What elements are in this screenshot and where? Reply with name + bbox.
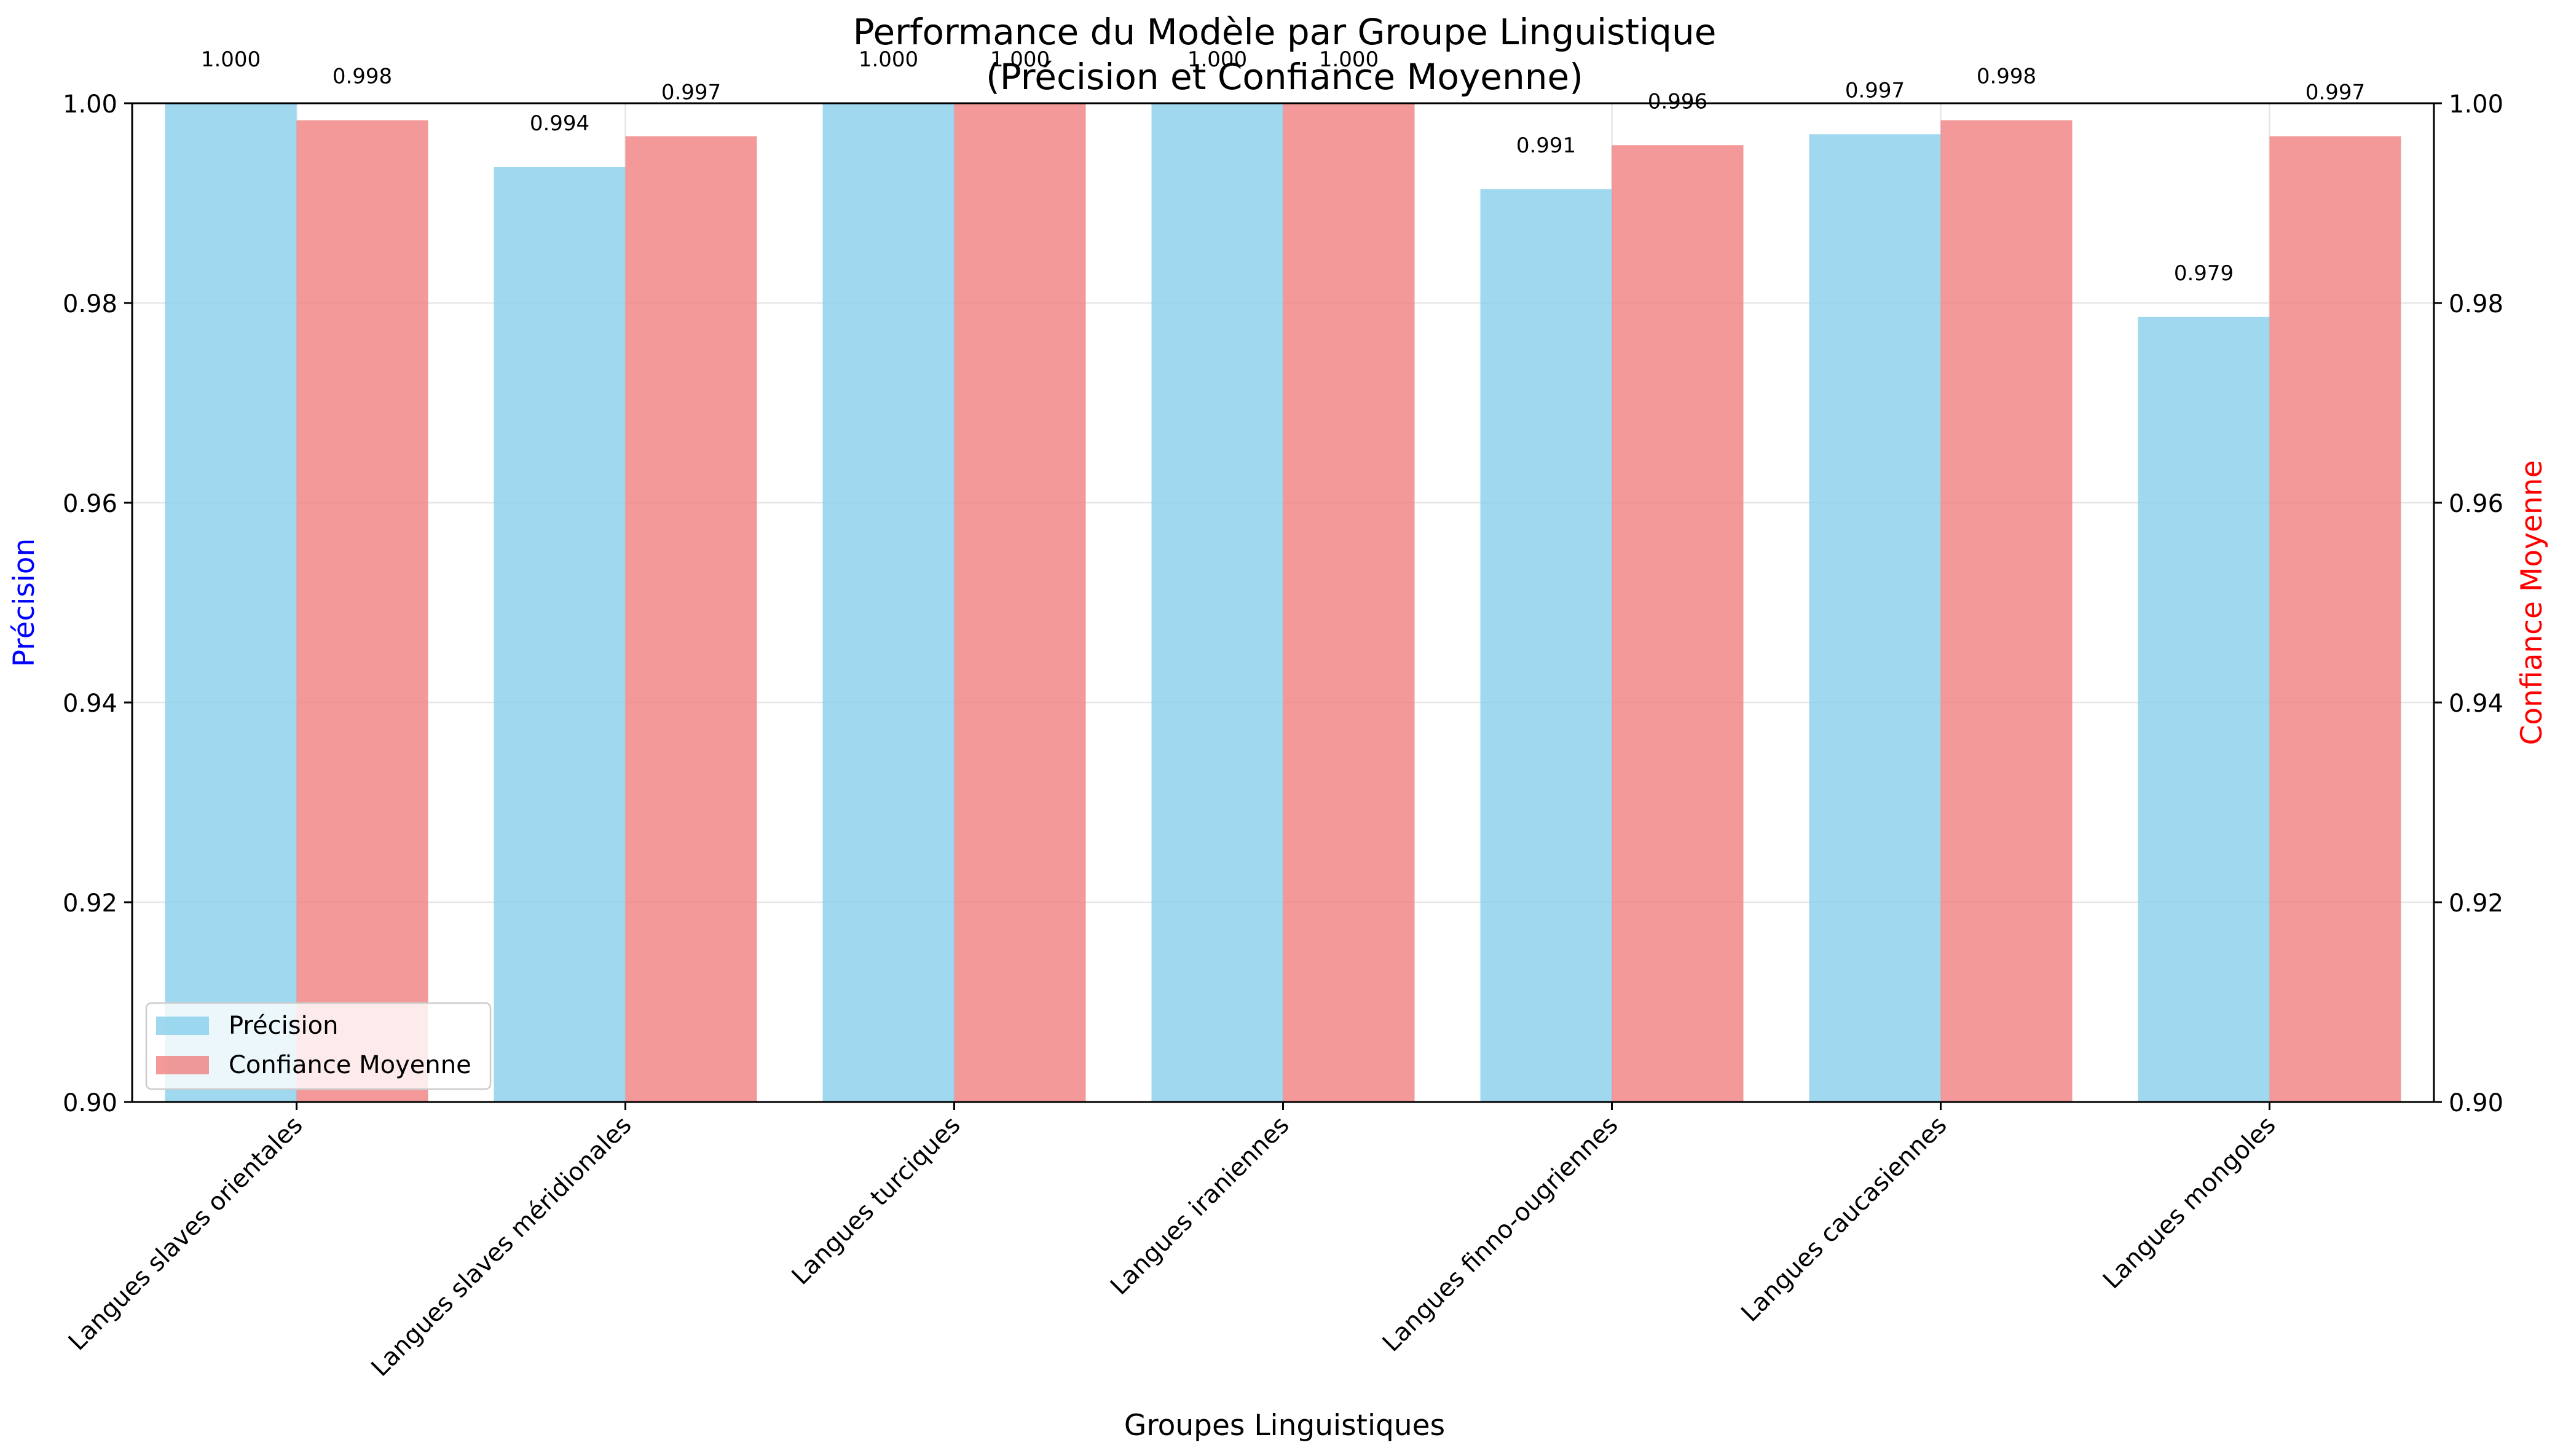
- bar-confidence: [954, 103, 1086, 1102]
- y-tick-label-left: 0.96: [63, 490, 117, 518]
- legend-label-confidence: Confiance Moyenne: [229, 1051, 471, 1079]
- bar-precision: [1480, 189, 1612, 1102]
- x-tick-label: Langues iraniennes: [1105, 1111, 1295, 1301]
- value-label-confidence: 0.997: [2305, 81, 2365, 105]
- x-tick-label: Langues finno-ougriennes: [1377, 1111, 1624, 1358]
- bar-confidence: [1612, 145, 1744, 1102]
- y-tick-label-left: 0.98: [63, 290, 117, 318]
- legend-frame: [145, 1002, 492, 1090]
- bar-confidence: [1940, 120, 2073, 1102]
- chart-title-line1: Performance du Modèle par Groupe Linguis…: [853, 11, 1717, 53]
- value-label-precision: 1.000: [201, 47, 261, 72]
- value-label-confidence: 1.000: [1319, 47, 1379, 72]
- bar-confidence: [625, 136, 757, 1102]
- y-axis-label-right: Confiance Moyenne: [2515, 460, 2549, 746]
- bar-precision: [2138, 317, 2270, 1102]
- bar-confidence: [2269, 136, 2401, 1102]
- y-tick-label-right: 0.96: [2449, 490, 2503, 518]
- bar-precision: [494, 167, 626, 1102]
- y-ticks-left: 0.90 0.92 0.94 0.96 0.98 1.00: [63, 90, 132, 1117]
- bar-confidence: [1283, 103, 1415, 1102]
- x-tick-label: Langues caucasiennes: [1736, 1111, 1952, 1328]
- y-tick-label-right: 0.92: [2449, 889, 2503, 918]
- value-label-precision: 1.000: [859, 47, 918, 72]
- y-ticks-right: 0.90 0.92 0.94 0.96 0.98 1.00: [2434, 90, 2503, 1117]
- x-ticks: Langues slaves orientales Langues slaves …: [63, 1102, 2282, 1382]
- bar-precision: [822, 103, 955, 1102]
- x-tick-label: Langues slaves orientales: [63, 1111, 309, 1356]
- value-label-precision: 0.997: [1845, 78, 1905, 103]
- y-tick-label-right: 0.90: [2449, 1089, 2503, 1117]
- value-label-precision: 1.000: [1187, 47, 1247, 72]
- value-label-confidence: 0.998: [333, 65, 392, 89]
- y-tick-label-left: 1.00: [63, 90, 117, 119]
- legend-label-precision: Précision: [229, 1012, 338, 1040]
- x-axis-label: Groupes Linguistiques: [1124, 1409, 1445, 1442]
- value-labels: 1.000 0.998 0.994 0.997 1.000 1.000 1.000 1.000…: [201, 47, 2365, 286]
- legend-swatch-precision: [156, 1017, 209, 1035]
- x-tick-label: Langues slaves méridionales: [366, 1111, 637, 1382]
- y-tick-label-left: 0.90: [63, 1089, 117, 1117]
- value-label-confidence: 0.998: [1977, 65, 2036, 89]
- value-label-confidence: 0.996: [1648, 89, 1707, 114]
- y-tick-label-left: 0.94: [63, 690, 117, 718]
- bar-precision: [1151, 103, 1283, 1102]
- bar-precision: [1809, 134, 1941, 1102]
- y-tick-label-left: 0.92: [63, 889, 117, 918]
- value-label-precision: 0.991: [1516, 133, 1576, 158]
- y-tick-label-right: 0.94: [2449, 690, 2503, 718]
- bar-precision: [165, 103, 297, 1102]
- x-tick-label: Langues turciques: [787, 1111, 966, 1291]
- value-label-precision: 0.994: [530, 111, 589, 136]
- y-tick-label-right: 0.98: [2449, 290, 2503, 318]
- value-label-precision: 0.979: [2174, 261, 2234, 286]
- legend-swatch-confidence: [156, 1056, 209, 1074]
- x-tick-label: Langues mongoles: [2098, 1111, 2282, 1295]
- value-label-confidence: 0.997: [661, 81, 721, 105]
- legend: Précision Confiance Moyenne: [145, 1002, 492, 1090]
- bar-confidence: [296, 120, 428, 1102]
- bars: [165, 103, 2401, 1102]
- y-tick-label-right: 1.00: [2449, 90, 2503, 119]
- y-axis-label-left: Précision: [7, 538, 41, 667]
- chart-title-line2: (Précision et Confiance Moyenne): [986, 56, 1583, 98]
- value-label-confidence: 1.000: [990, 47, 1050, 72]
